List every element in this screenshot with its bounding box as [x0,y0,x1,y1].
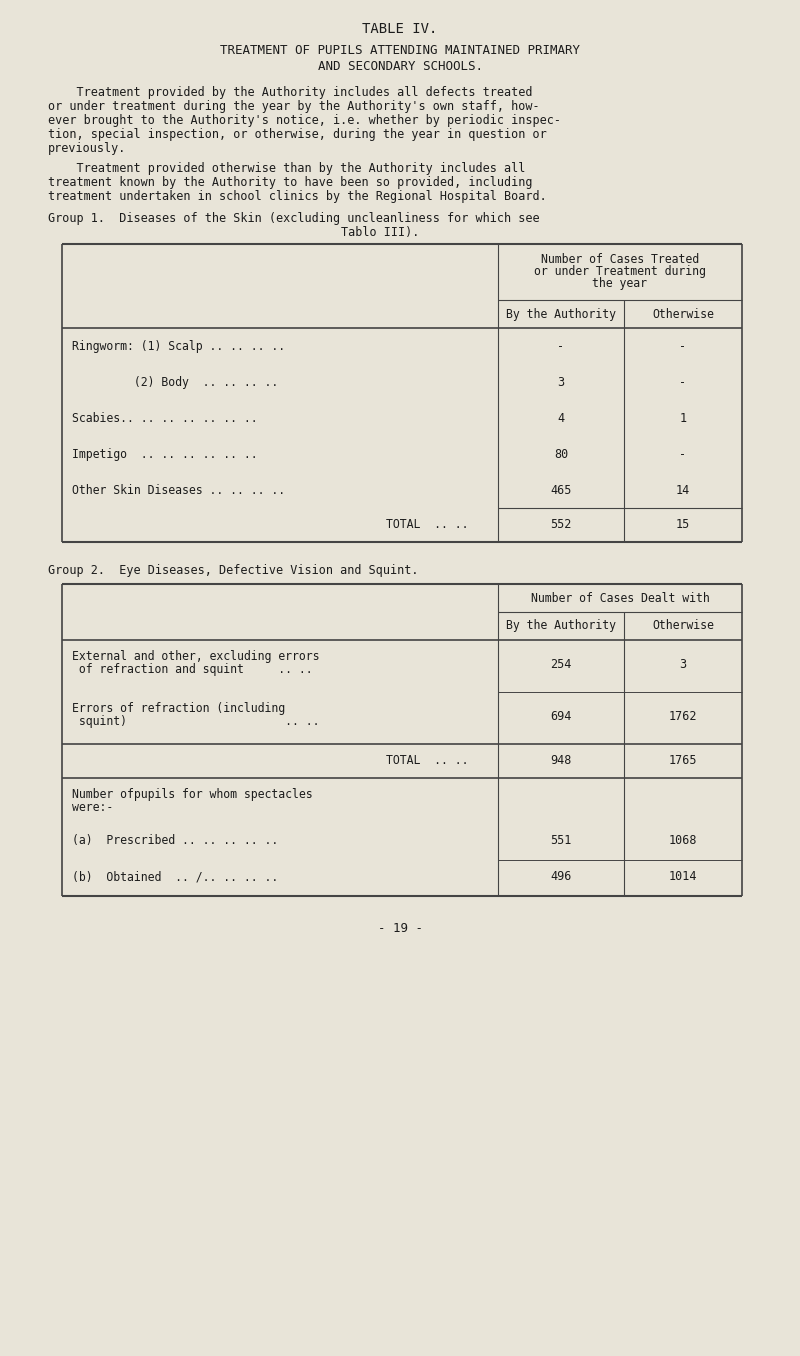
Text: 14: 14 [676,484,690,498]
Text: or under treatment during the year by the Authority's own staff, how-: or under treatment during the year by th… [48,100,540,113]
Text: TOTAL  .. ..: TOTAL .. .. [386,754,468,767]
Text: 80: 80 [554,447,568,461]
Text: 1014: 1014 [669,871,698,883]
Text: treatment undertaken in school clinics by the Regional Hospital Board.: treatment undertaken in school clinics b… [48,190,546,203]
Text: TABLE IV.: TABLE IV. [362,22,438,37]
Text: 551: 551 [550,834,572,848]
Text: Scabies.. .. .. .. .. .. ..: Scabies.. .. .. .. .. .. .. [72,412,258,424]
Text: ever brought to the Authority's notice, i.e. whether by periodic inspec-: ever brought to the Authority's notice, … [48,114,561,127]
Text: 3: 3 [679,658,686,671]
Text: By the Authority: By the Authority [506,618,616,632]
Text: -: - [679,376,686,389]
Text: 1762: 1762 [669,711,698,723]
Text: (a)  Prescribed .. .. .. .. ..: (a) Prescribed .. .. .. .. .. [72,834,278,848]
Text: -: - [558,340,565,353]
Text: treatment known by the Authority to have been so provided, including: treatment known by the Authority to have… [48,176,533,188]
Text: Tablo III).: Tablo III). [170,226,419,239]
Text: Treatment provided otherwise than by the Authority includes all: Treatment provided otherwise than by the… [48,161,526,175]
Text: -: - [679,447,686,461]
Text: or under Treatment during: or under Treatment during [534,264,706,278]
Text: Number of Cases Dealt with: Number of Cases Dealt with [530,593,710,605]
Text: - 19 -: - 19 - [378,922,422,936]
Text: 3: 3 [558,376,565,389]
Text: tion, special inspection, or otherwise, during the year in question or: tion, special inspection, or otherwise, … [48,127,546,141]
Text: 4: 4 [558,412,565,424]
Text: Otherwise: Otherwise [652,308,714,321]
Text: TREATMENT OF PUPILS ATTENDING MAINTAINED PRIMARY: TREATMENT OF PUPILS ATTENDING MAINTAINED… [220,43,580,57]
Text: 1068: 1068 [669,834,698,848]
Text: were:-: were:- [72,801,114,814]
Text: Impetigo  .. .. .. .. .. ..: Impetigo .. .. .. .. .. .. [72,447,258,461]
Text: Otherwise: Otherwise [652,618,714,632]
Text: 552: 552 [550,518,572,532]
Text: Number ofpupils for whom spectacles: Number ofpupils for whom spectacles [72,788,313,801]
Text: Errors of refraction (including: Errors of refraction (including [72,702,285,715]
Text: 1: 1 [679,412,686,424]
Text: the year: the year [593,277,647,290]
Text: 254: 254 [550,658,572,671]
Text: AND SECONDARY SCHOOLS.: AND SECONDARY SCHOOLS. [318,60,482,73]
Text: Ringworm: (1) Scalp .. .. .. ..: Ringworm: (1) Scalp .. .. .. .. [72,340,285,353]
Text: TOTAL  .. ..: TOTAL .. .. [386,518,468,532]
Text: (2) Body  .. .. .. ..: (2) Body .. .. .. .. [72,376,278,389]
Text: Group 1.  Diseases of the Skin (excluding uncleanliness for which see: Group 1. Diseases of the Skin (excluding… [48,212,540,225]
Text: 15: 15 [676,518,690,532]
Text: 465: 465 [550,484,572,498]
Text: previously.: previously. [48,142,126,155]
Text: squint)                       .. ..: squint) .. .. [72,715,319,728]
Text: Number of Cases Treated: Number of Cases Treated [541,254,699,266]
Text: Other Skin Diseases .. .. .. ..: Other Skin Diseases .. .. .. .. [72,484,285,498]
Text: 694: 694 [550,711,572,723]
Text: 496: 496 [550,871,572,883]
Text: External and other, excluding errors: External and other, excluding errors [72,650,319,663]
Text: By the Authority: By the Authority [506,308,616,321]
Text: Group 2.  Eye Diseases, Defective Vision and Squint.: Group 2. Eye Diseases, Defective Vision … [48,564,418,578]
Text: 1765: 1765 [669,754,698,767]
Text: of refraction and squint     .. ..: of refraction and squint .. .. [72,663,313,677]
Text: -: - [679,340,686,353]
Text: (b)  Obtained  .. /.. .. .. ..: (b) Obtained .. /.. .. .. .. [72,871,278,883]
Text: 948: 948 [550,754,572,767]
Text: Treatment provided by the Authority includes all defects treated: Treatment provided by the Authority incl… [48,85,533,99]
